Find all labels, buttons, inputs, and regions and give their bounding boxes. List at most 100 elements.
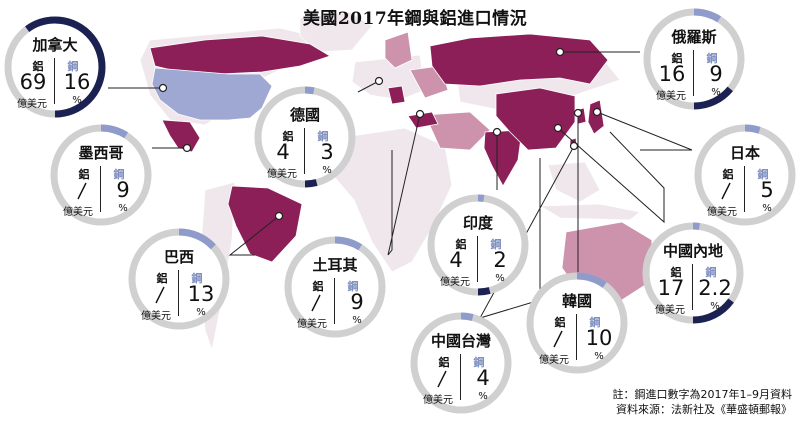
leader-dot-india: [492, 127, 502, 137]
aluminum-label: 鋁: [312, 280, 324, 293]
steel-share-arc: [694, 124, 796, 226]
footnotes: 註：鋼進口數字為2017年1–9月資料 資料來源：法新社及《華盛頓郵報》: [613, 387, 793, 417]
aluminum-share-arc: [643, 8, 745, 110]
aluminum-value: 16: [658, 62, 686, 86]
country-name: 中國台灣: [430, 332, 491, 350]
leader-dot-canada: [158, 83, 168, 93]
steel-unit: %: [196, 307, 206, 318]
no-data-slash: [311, 294, 321, 312]
aluminum-value: 17: [657, 276, 685, 300]
country-name: 中國內地: [662, 242, 723, 260]
aluminum-unit: 億美元: [141, 311, 171, 322]
aluminum-share-arc: [254, 86, 356, 188]
share-ring: [427, 194, 529, 296]
steel-unit: %: [762, 203, 772, 214]
leader-line-japan: [596, 111, 693, 151]
landmass-africa: [329, 127, 453, 273]
divider: [576, 314, 577, 360]
steel-label: 鋼: [757, 168, 769, 181]
country-card-brazil: 巴西鋁 鋼 13 億美元%: [126, 226, 232, 332]
landmass-scandinavia: [384, 31, 413, 69]
no-data-slash: [721, 182, 731, 200]
country-card-germany: 德國鋁 鋼 4 3 億美元%: [252, 84, 358, 190]
steel-label: 鋼: [317, 130, 329, 143]
country-name: 加拿大: [32, 36, 78, 54]
country-card-japan: 日本鋁 鋼 5 億美元%: [692, 122, 798, 228]
steel-label: 鋼: [473, 356, 485, 369]
note-text: 註：鋼進口數字為2017年1–9月資料: [612, 388, 793, 401]
steel-share-arc: [642, 222, 744, 324]
landmass-middle-east: [424, 111, 491, 151]
aluminum-value: 4: [276, 140, 290, 164]
steel-label: 鋼: [589, 316, 601, 329]
divider: [304, 128, 305, 174]
aluminum-unit: 億美元: [656, 91, 686, 102]
aluminum-unit: 億美元: [440, 277, 470, 288]
aluminum-unit: 億美元: [63, 207, 93, 218]
divider: [460, 354, 461, 400]
steel-unit: %: [710, 301, 720, 312]
steel-label: 鋼: [490, 238, 502, 251]
steel-unit: %: [711, 87, 721, 98]
steel-share-arc: [526, 272, 628, 374]
leader-dot-brazil: [274, 211, 284, 221]
leader-line-turkey: [387, 113, 421, 256]
divider: [178, 270, 179, 316]
steel-share-arc: [643, 8, 745, 110]
divider: [334, 278, 335, 324]
steel-value: 9: [116, 178, 130, 202]
aluminum-unit: 億美元: [297, 319, 327, 330]
aluminum-unit: 億美元: [423, 395, 453, 406]
steel-unit: %: [118, 203, 128, 214]
aluminum-unit: 億美元: [17, 99, 47, 110]
aluminum-unit: 億美元: [267, 169, 297, 180]
aluminum-value: 69: [19, 70, 47, 94]
aluminum-share-arc: [4, 16, 106, 118]
no-data-slash: [77, 182, 87, 200]
country-card-taiwan: 中國台灣鋁 鋼 4 億美元%: [408, 310, 514, 416]
country-germany: [387, 85, 406, 105]
infographic-title: 美國2017年鋼與鋁進口情況: [302, 9, 528, 29]
country-mexico: [161, 119, 201, 153]
steel-share-arc: [50, 124, 152, 226]
leader-dot-taiwan: [569, 141, 579, 151]
aluminum-label: 鋁: [282, 130, 294, 143]
aluminum-unit: 億美元: [539, 355, 569, 366]
aluminum-label: 鋁: [671, 52, 683, 65]
steel-unit: %: [72, 95, 82, 106]
aluminum-unit: 億美元: [707, 207, 737, 218]
aluminum-share-arc: [642, 222, 744, 324]
steel-share-arc: [254, 86, 356, 188]
share-ring: [4, 16, 106, 118]
country-name: 韓國: [561, 292, 592, 310]
steel-value: 16: [63, 70, 91, 94]
steel-label: 鋼: [705, 266, 717, 279]
aluminum-label: 鋁: [554, 316, 566, 329]
share-ring: [254, 86, 356, 188]
country-name: 日本: [729, 144, 760, 162]
leader-line-china: [557, 127, 665, 224]
country-name: 印度: [462, 214, 493, 232]
steel-share-arc: [284, 236, 386, 338]
steel-label: 鋼: [113, 168, 125, 181]
steel-value: 9: [350, 290, 364, 314]
steel-value: 5: [760, 178, 774, 202]
divider: [100, 166, 101, 212]
country-card-korea: 韓國鋁 鋼 10 億美元%: [524, 270, 630, 376]
aluminum-share-arc: [427, 194, 529, 296]
aluminum-label: 鋁: [156, 272, 168, 285]
steel-value: 3: [320, 140, 334, 164]
steel-label: 鋼: [347, 280, 359, 293]
leader-line-brazil: [228, 215, 280, 256]
country-card-india: 印度鋁 鋼 4 2 億美元%: [425, 192, 531, 298]
landmass-southeast-asia: [547, 161, 601, 203]
country-japan: [587, 99, 605, 135]
source-text: 資料來源：法新社及《華盛頓郵報》: [616, 403, 792, 416]
steel-unit: %: [322, 165, 332, 176]
steel-share-arc: [128, 228, 230, 330]
aluminum-label: 鋁: [670, 266, 682, 279]
leader-dot-china: [553, 123, 563, 133]
steel-label: 鋼: [706, 52, 718, 65]
steel-value: 13: [187, 282, 215, 306]
aluminum-label: 鋁: [455, 238, 467, 251]
